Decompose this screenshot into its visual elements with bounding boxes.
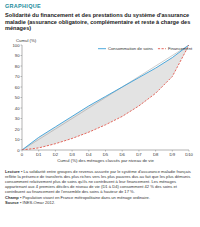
note-label: Source • — [5, 200, 23, 205]
x-axis — [22, 150, 189, 151]
kicker: GRAPHIQUE — [5, 3, 41, 9]
series-line — [22, 45, 189, 150]
text-body: Solidarité du financement et des prestat… — [5, 12, 189, 18]
y-tick-label: 20 — [15, 127, 20, 132]
note-label: Champ • — [5, 195, 23, 200]
text-body: maladie (assurance obligatoire, compléme… — [5, 19, 190, 25]
text-line: ménages) — [5, 25, 31, 31]
legend-item: Consommation de soins — [98, 46, 153, 51]
y-tick-label: 100 — [13, 43, 21, 48]
x-tick-label: D9 — [170, 152, 176, 157]
x-tick-label: 0 — [21, 152, 24, 157]
x-axis-label: Cumul (%) des ménages classés par niveau… — [57, 158, 154, 163]
y-axis — [22, 45, 23, 150]
y-tick-label: 40 — [15, 106, 20, 111]
area-between — [22, 45, 189, 150]
text-line: maladie (assurance obligatoire, compléme… — [5, 19, 190, 25]
text-line: Champ • Population vivant en France métr… — [5, 195, 150, 200]
y-tick-label: 70 — [15, 74, 20, 79]
x-tick-label: D1 — [36, 152, 42, 157]
note: Source • INES-Omar 2012. — [5, 200, 55, 205]
y-tick-label: 90 — [15, 53, 20, 58]
chart: GRAPHIQUE Solidarité du financement et de… — [0, 0, 200, 227]
series-line — [22, 45, 189, 150]
x-tick-label: D5 — [103, 152, 109, 157]
legend-item: Financement — [158, 46, 193, 51]
y-tick-label: 10 — [15, 137, 20, 142]
text-body: contribuent au financement de l'ensemble… — [5, 189, 135, 194]
x-tick-label: D7 — [136, 152, 142, 157]
text-body: ménages) — [5, 25, 31, 31]
text-line: Solidarité du financement et des prestat… — [5, 12, 189, 18]
y-tick-label: 50 — [15, 95, 20, 100]
legend-swatch — [98, 48, 106, 49]
y-tick-label: 0 — [17, 148, 20, 153]
x-tick-label: D3 — [69, 152, 75, 157]
note: Lecture • La solidarité entre groupes de… — [5, 169, 191, 194]
x-tick-label: D6 — [120, 152, 126, 157]
text-line: contribuent au financement de l'ensemble… — [5, 189, 135, 194]
marks — [22, 45, 189, 150]
legend-swatch — [158, 48, 166, 49]
x-tick-label: D2 — [53, 152, 59, 157]
y-tick-label: 60 — [15, 85, 20, 90]
x-tick-label: D4 — [86, 152, 92, 157]
y-tick-label: 80 — [15, 64, 20, 69]
y-tick-label: 30 — [15, 116, 20, 121]
x-tick-label: D10 — [185, 152, 193, 157]
text-body: INES-Omar 2012. — [23, 200, 56, 205]
text-line: Source • INES-Omar 2012. — [5, 200, 55, 205]
legend-label: Consommation de soins — [108, 46, 153, 51]
text-body: Population vivant en France métropolitai… — [23, 195, 150, 200]
diagonal — [22, 45, 189, 150]
legend-label: Financement — [168, 46, 193, 51]
note: Champ • Population vivant en France métr… — [5, 195, 150, 200]
title: Solidarité du financement et des prestat… — [5, 12, 190, 31]
x-tick-label: D8 — [153, 152, 159, 157]
